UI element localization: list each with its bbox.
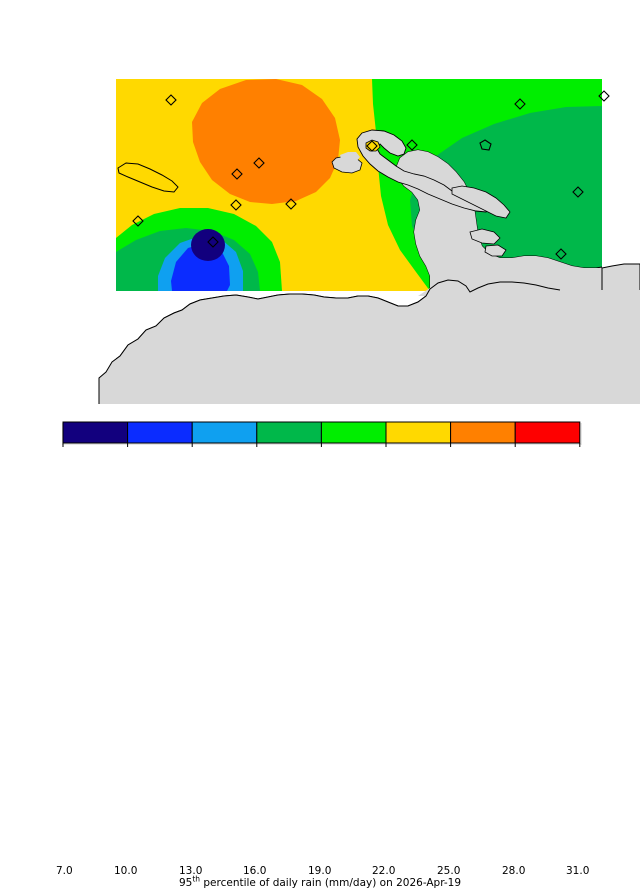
contour-fill-group bbox=[116, 79, 602, 291]
contour-band-7-10-core bbox=[191, 229, 225, 261]
station-marker[interactable] bbox=[132, 215, 144, 227]
colorbar-tick-label: 22.0 bbox=[372, 865, 396, 877]
station-marker[interactable] bbox=[231, 168, 243, 180]
colorbar-band-7-10[interactable] bbox=[62, 421, 129, 444]
landmass-small-island-b bbox=[484, 244, 507, 257]
landmass-ne-strip bbox=[340, 152, 360, 162]
colorbar-tick-label: 25.0 bbox=[437, 865, 461, 877]
contour-band-25-28-max bbox=[192, 79, 340, 204]
colorbar-band-22-25[interactable] bbox=[385, 421, 452, 444]
colorbar-band-group bbox=[62, 421, 581, 444]
station-marker[interactable] bbox=[514, 98, 526, 110]
station-marker[interactable] bbox=[285, 198, 297, 210]
station-marker[interactable] bbox=[479, 139, 492, 151]
colorbar-band-25-28[interactable] bbox=[450, 421, 516, 444]
colorbar-band-10-13[interactable] bbox=[127, 421, 193, 444]
station-marker[interactable] bbox=[555, 248, 567, 260]
colorbar-band-19-22[interactable] bbox=[320, 421, 387, 444]
landmass-southern-fill bbox=[99, 290, 640, 404]
colorbar-tick-label: 10.0 bbox=[114, 865, 138, 877]
coastline-southeast bbox=[429, 279, 561, 293]
station-marker[interactable] bbox=[230, 199, 242, 211]
land-group-outer bbox=[98, 263, 640, 420]
colorbar-tick-label: 19.0 bbox=[308, 865, 332, 877]
colorbar-band-13-16[interactable] bbox=[191, 421, 258, 444]
colorbar-tick-label: 31.0 bbox=[566, 865, 590, 877]
coastline-southern bbox=[98, 288, 431, 404]
landmass-west-sandbar bbox=[117, 162, 179, 193]
colorbar-tick-label: 7.0 bbox=[56, 865, 73, 877]
station-marker[interactable] bbox=[598, 90, 610, 102]
colorbar-band-16-19[interactable] bbox=[256, 421, 322, 444]
station-marker[interactable] bbox=[207, 236, 219, 248]
landmass-island-chain bbox=[451, 185, 511, 219]
station-marker[interactable] bbox=[366, 140, 378, 152]
colorbar-swatches bbox=[62, 421, 582, 447]
colorbar-caption-superscript: th bbox=[192, 874, 201, 884]
station-marker[interactable] bbox=[406, 139, 418, 151]
station-marker[interactable] bbox=[253, 157, 265, 169]
colorbar-band-28-31[interactable] bbox=[514, 421, 581, 444]
landmass-eastern-fill bbox=[396, 150, 602, 296]
station-marker-group bbox=[132, 90, 610, 260]
colorbar-caption: 95th percentile of daily rain (mm/day) o… bbox=[0, 874, 640, 889]
colorbar-tick-label: 28.0 bbox=[502, 865, 526, 877]
station-marker[interactable] bbox=[572, 186, 584, 198]
contour-map-figure bbox=[0, 0, 640, 420]
colorbar-tick-label: 16.0 bbox=[243, 865, 267, 877]
colorbar-tick-group bbox=[62, 443, 581, 447]
colorbar: 7.0 10.0 13.0 16.0 19.0 22.0 25.0 28.0 3… bbox=[0, 420, 640, 889]
colorbar-caption-suffix: percentile of daily rain (mm/day) on 202… bbox=[200, 877, 462, 889]
colorbar-caption-prefix: 95 bbox=[178, 877, 193, 889]
landmass-small-island-a bbox=[469, 228, 501, 245]
station-marker[interactable] bbox=[165, 94, 177, 106]
bottom-white-strip bbox=[99, 404, 640, 420]
